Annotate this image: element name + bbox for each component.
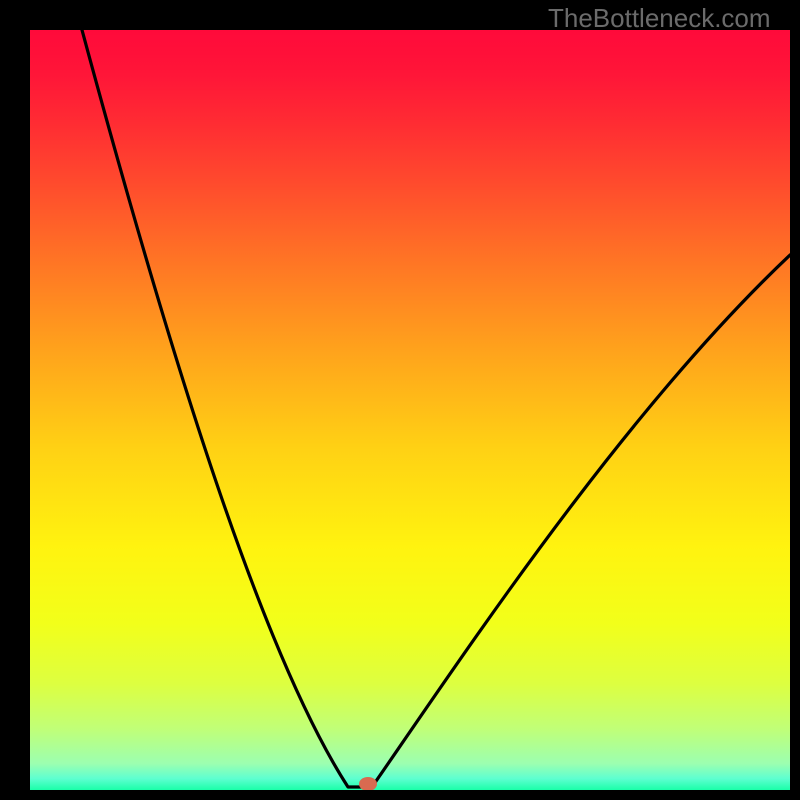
plot-border (0, 0, 30, 800)
bottleneck-curve (30, 30, 790, 790)
watermark-text: TheBottleneck.com (548, 3, 771, 34)
plot-area (30, 30, 790, 790)
plot-border (790, 0, 800, 800)
optimal-point-marker (359, 777, 377, 790)
plot-border (0, 790, 800, 800)
